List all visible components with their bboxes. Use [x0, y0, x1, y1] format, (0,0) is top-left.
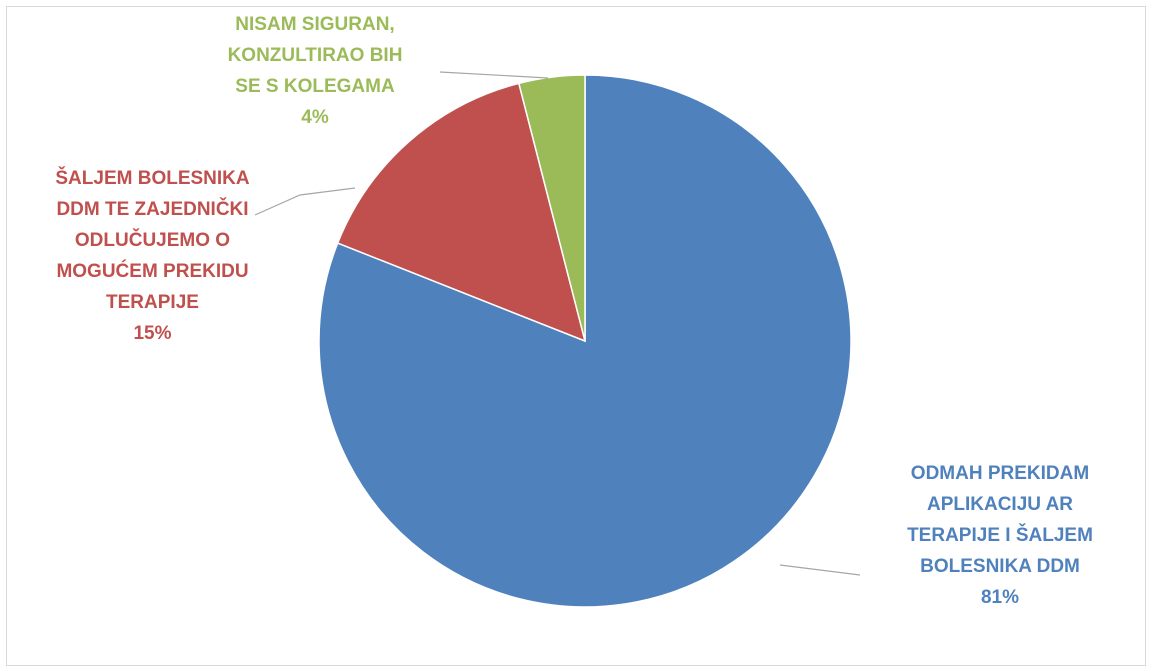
leader-line	[779, 564, 861, 576]
label-name: NISAM SIGURAN, KONZULTIRAO BIH SE S KOLE…	[227, 14, 403, 97]
pie-slice	[517, 74, 586, 342]
label-name: ODMAH PREKIDAM APLIKACIJU AR TERAPIJE I …	[907, 463, 1093, 577]
data-label: ŠALJEM BOLESNIKA DDM TE ZAJEDNIČKI ODLUČ…	[40, 163, 265, 349]
label-value: 15%	[133, 323, 172, 344]
label-name: ŠALJEM BOLESNIKA DDM TE ZAJEDNIČKI ODLUČ…	[55, 168, 250, 313]
label-value: 81%	[980, 587, 1020, 608]
pie-slice	[336, 82, 587, 343]
data-label: NISAM SIGURAN, KONZULTIRAO BIH SE S KOLE…	[215, 9, 415, 133]
leader-line	[254, 187, 356, 216]
data-label: ODMAH PREKIDAM APLIKACIJU AR TERAPIJE I …	[880, 458, 1120, 613]
leader-line	[439, 71, 549, 79]
label-value: 4%	[301, 107, 329, 128]
